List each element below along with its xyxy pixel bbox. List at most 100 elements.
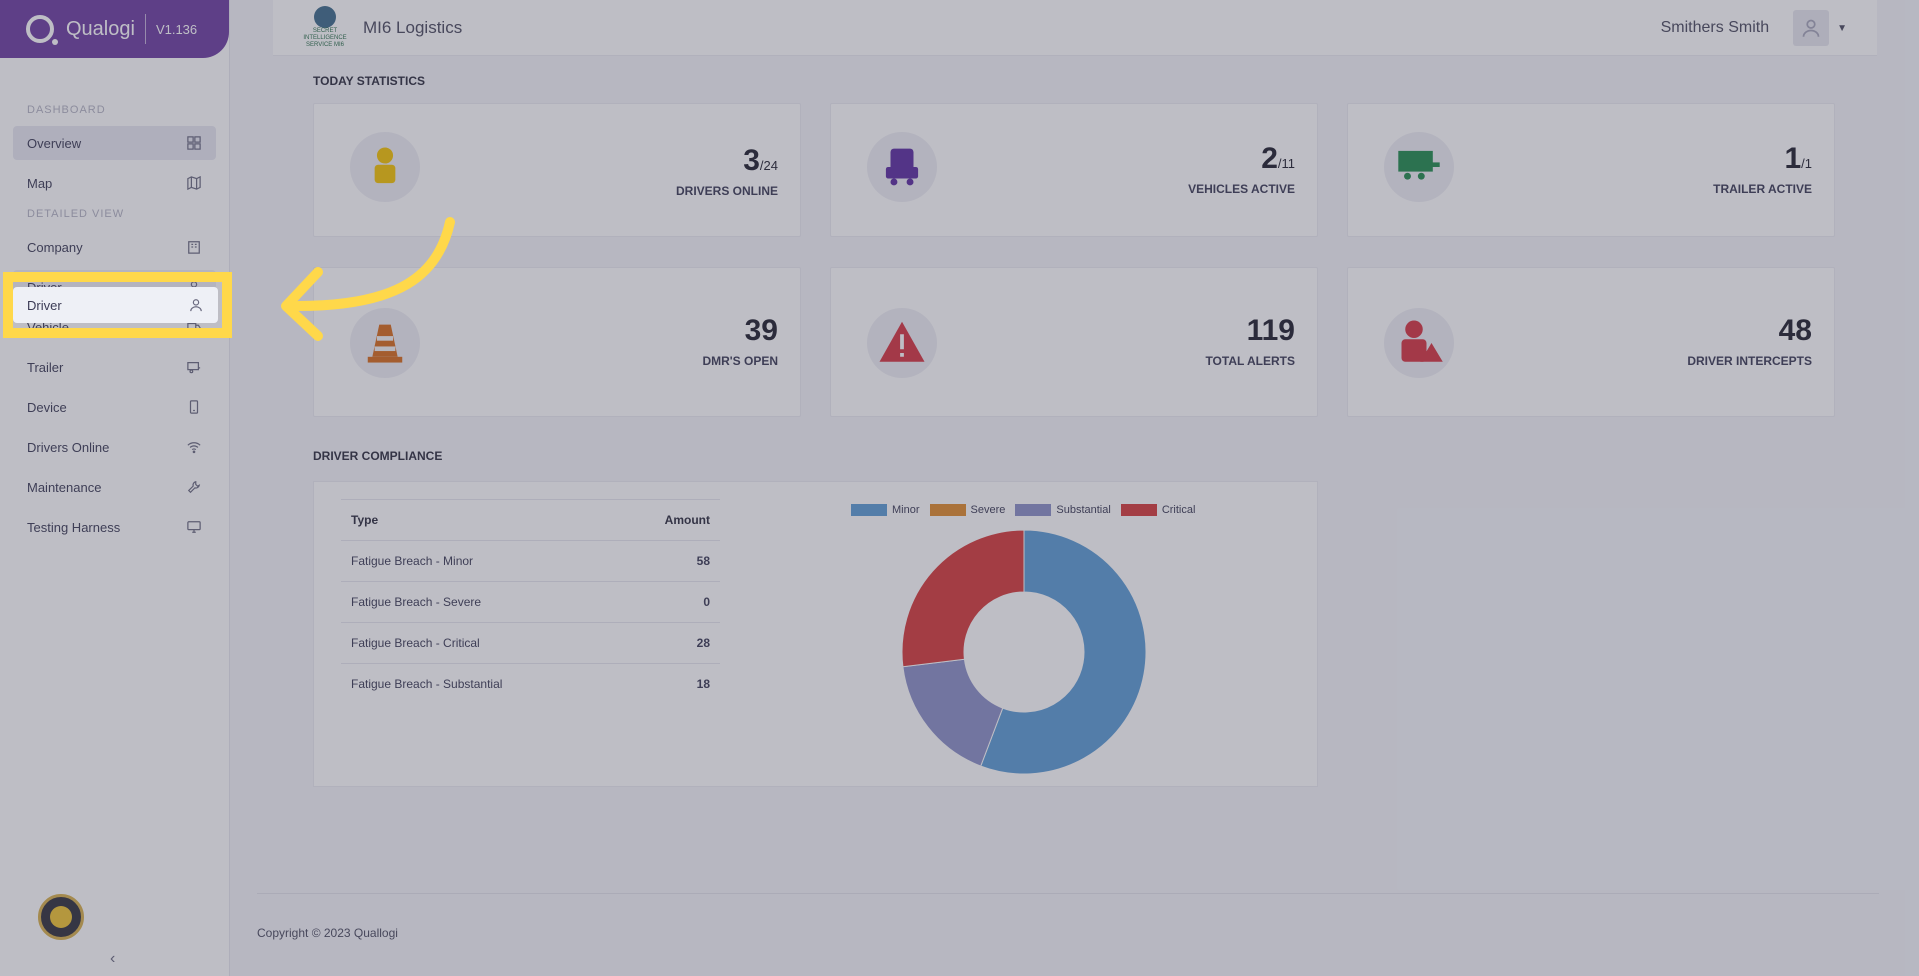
stat-card-driver-intercepts[interactable]: 48 DRIVER INTERCEPTS <box>1347 267 1835 417</box>
row-type: Fatigue Breach - Minor <box>351 554 474 568</box>
user-name: Smithers Smith <box>1660 19 1770 36</box>
brand-header[interactable]: Qualogi V1.136 <box>0 0 229 58</box>
monitor-icon <box>186 519 202 535</box>
sidebar-item-label: Trailer <box>27 359 64 375</box>
legend-swatch <box>929 504 966 516</box>
org-logo-text: SECRET INTELLIGENCE SERVICE MI6 <box>303 27 347 48</box>
column-header-type: Type <box>351 513 379 527</box>
legend-item-substantial[interactable]: Substantial <box>1015 504 1111 516</box>
stat-card-drivers-online[interactable]: 3/24 DRIVERS ONLINE <box>313 103 801 237</box>
legend-item-minor[interactable]: Minor <box>851 504 920 516</box>
driver-compliance-card: Type Amount Fatigue Breach - Minor 58 Fa… <box>313 481 1318 787</box>
device-icon <box>186 399 202 415</box>
grid-icon <box>186 135 202 151</box>
sidebar-item-label: Device <box>27 399 67 415</box>
wrench-icon <box>186 479 202 495</box>
sidebar-item-label: Drivers Online <box>27 439 110 455</box>
chevron-left-icon[interactable]: ‹ <box>110 950 116 967</box>
version-label: V1.136 <box>155 21 198 37</box>
avatar-mascot-icon <box>50 906 72 928</box>
stat-value: 119 <box>1246 314 1295 347</box>
table-row: Fatigue Breach - Substantial 18 <box>341 663 720 704</box>
trailer-icon <box>1384 132 1454 202</box>
sidebar-item-testing-harness[interactable]: Testing Harness <box>13 510 216 544</box>
driver-icon <box>350 132 420 202</box>
legend-label: Substantial <box>1056 504 1111 516</box>
driver-alert-icon <box>1384 308 1454 378</box>
stat-card-total-alerts[interactable]: 119 TOTAL ALERTS <box>830 267 1318 417</box>
table-row: Fatigue Breach - Minor 58 <box>341 540 720 581</box>
tutorial-arrow-icon <box>281 217 455 341</box>
chart-legend: Minor Severe Substantial Critical <box>851 504 1205 516</box>
brand-name: Qualogi <box>66 17 135 40</box>
row-amount: 18 <box>696 677 710 691</box>
table-row: Fatigue Breach - Severe 0 <box>341 581 720 622</box>
legend-swatch <box>1120 504 1157 516</box>
table-header-row: Type Amount <box>341 499 720 540</box>
legend-item-critical[interactable]: Critical <box>1120 504 1195 516</box>
org-logo: SECRET INTELLIGENCE SERVICE MI6 <box>301 5 349 50</box>
spotlight-driver-item[interactable]: Driver <box>13 287 218 323</box>
row-type: Fatigue Breach - Substantial <box>351 677 503 691</box>
legend-label: Minor <box>892 504 920 516</box>
sidebar-item-map[interactable]: Map <box>13 166 216 200</box>
org-name: MI6 Logistics <box>363 17 463 37</box>
trailer-icon <box>186 359 202 375</box>
column-header-amount: Amount <box>664 513 710 527</box>
stat-label: TRAILER ACTIVE <box>1713 182 1812 196</box>
sidebar-item-label: Overview <box>27 135 82 151</box>
donut-slice-critical[interactable] <box>901 529 1025 668</box>
stat-value: 39 <box>744 314 778 347</box>
user-menu[interactable]: Smithers Smith ▼ <box>1661 0 1847 56</box>
topbar: SECRET INTELLIGENCE SERVICE MI6 MI6 Logi… <box>273 0 1877 56</box>
qualogi-logo-icon <box>26 15 58 45</box>
legend-label: Severe <box>970 504 1006 516</box>
row-amount: 28 <box>696 636 710 650</box>
legend-swatch <box>1015 504 1052 516</box>
legend-item-severe[interactable]: Severe <box>929 504 1006 516</box>
stat-label: TOTAL ALERTS <box>1205 354 1295 368</box>
alert-triangle-icon <box>867 308 937 378</box>
footer: Copyright © 2023 Quallogi <box>257 893 1879 940</box>
sidebar-item-company[interactable]: Company <box>13 230 216 264</box>
sidebar-item-drivers-online[interactable]: Drivers Online <box>13 430 216 464</box>
donut-slice-minor[interactable] <box>980 529 1147 775</box>
sidebar-item-label: Map <box>27 175 53 191</box>
section-detailed-view: DETAILED VIEW <box>27 208 125 220</box>
wifi-icon <box>186 439 202 455</box>
profile-avatar[interactable] <box>38 894 84 940</box>
crest-icon <box>314 5 336 28</box>
legend-swatch <box>851 504 887 516</box>
stat-card-trailer-active[interactable]: 1/1 TRAILER ACTIVE <box>1347 103 1835 237</box>
caret-down-icon[interactable]: ▼ <box>1837 22 1847 34</box>
stat-value: 1/1 <box>1784 142 1812 175</box>
row-amount: 0 <box>703 595 710 609</box>
sidebar-item-label: Maintenance <box>27 479 102 495</box>
stat-value: 3/24 <box>743 144 778 177</box>
stat-card-vehicles-active[interactable]: 2/11 VEHICLES ACTIVE <box>830 103 1318 237</box>
driver-compliance-title: DRIVER COMPLIANCE <box>313 449 443 463</box>
row-amount: 58 <box>696 554 710 568</box>
stat-label: VEHICLES ACTIVE <box>1188 182 1295 196</box>
sidebar-item-device[interactable]: Device <box>13 390 216 424</box>
compliance-donut-chart <box>901 529 1147 775</box>
sidebar-item-overview[interactable]: Overview <box>13 126 216 160</box>
stat-label: DRIVERS ONLINE <box>675 184 778 198</box>
sidebar-item-label: Company <box>27 239 83 255</box>
stat-label: DRIVER INTERCEPTS <box>1687 354 1812 368</box>
sidebar: Qualogi V1.136 DASHBOARD Overview Map DE… <box>0 0 230 976</box>
sidebar-item-trailer[interactable]: Trailer <box>13 350 216 384</box>
map-icon <box>186 175 202 191</box>
sidebar-item-maintenance[interactable]: Maintenance <box>13 470 216 504</box>
row-type: Fatigue Breach - Severe <box>351 595 482 609</box>
traffic-cone-icon <box>350 308 420 378</box>
building-icon <box>186 239 202 255</box>
stat-value: 2/11 <box>1261 142 1295 175</box>
truck-icon <box>867 132 937 202</box>
stat-label: DMR'S OPEN <box>702 354 778 368</box>
user-avatar-icon[interactable] <box>1793 10 1830 46</box>
sidebar-item-label: Testing Harness <box>27 519 121 535</box>
tutorial-highlight-box <box>3 272 232 338</box>
table-row: Fatigue Breach - Critical 28 <box>341 622 720 663</box>
user-icon <box>188 297 204 313</box>
